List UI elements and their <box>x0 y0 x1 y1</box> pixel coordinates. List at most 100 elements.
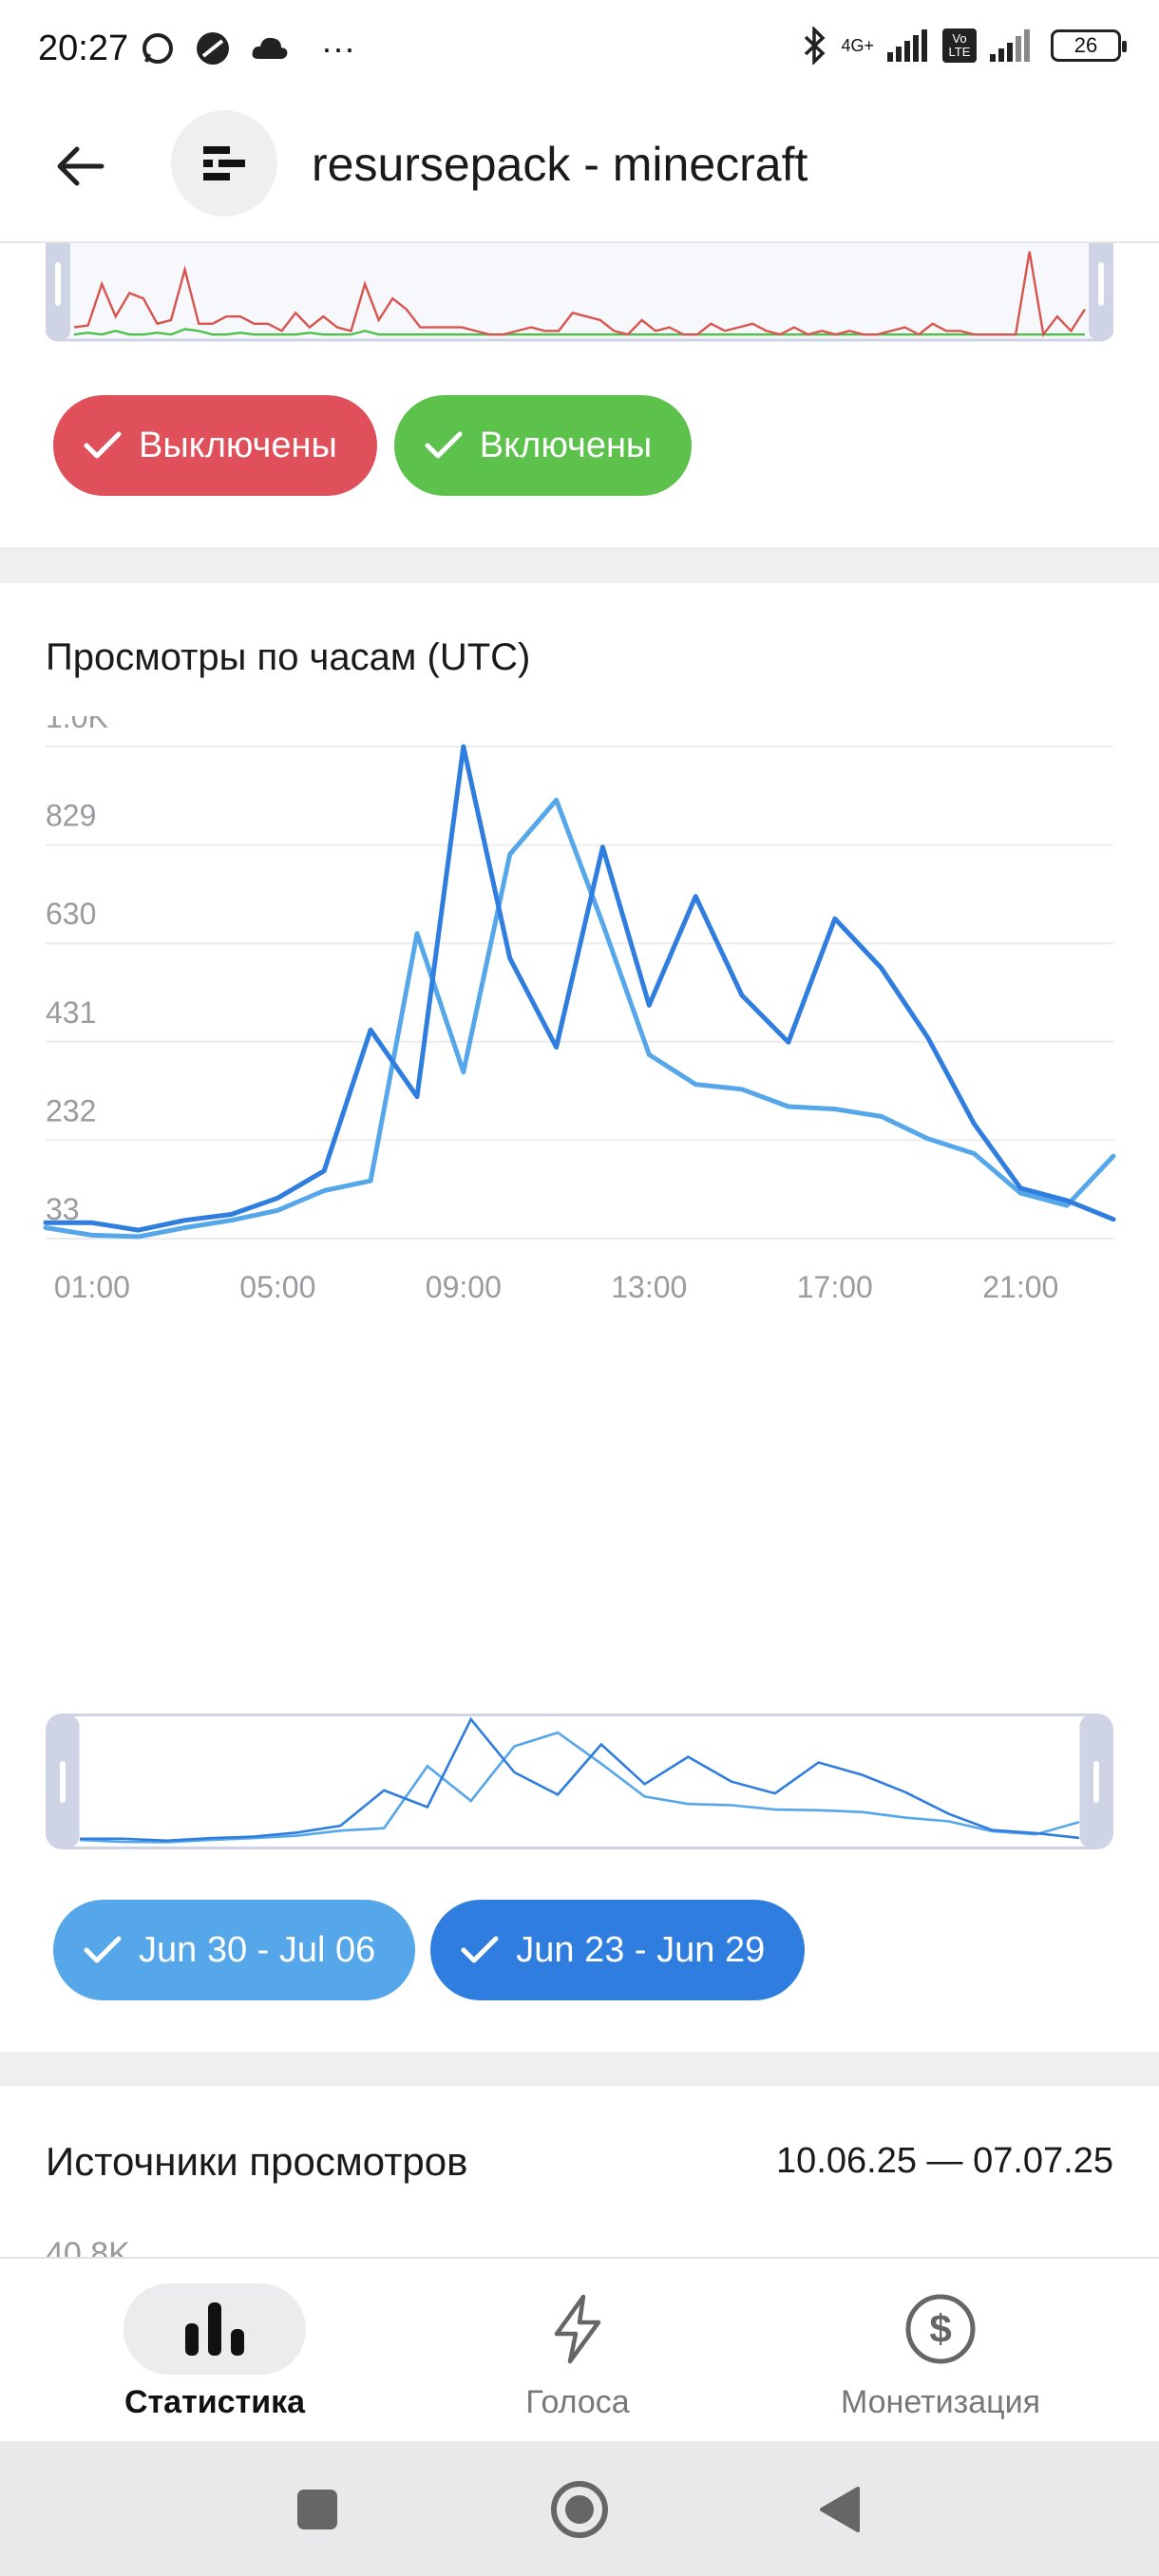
data-point <box>44 1226 48 1230</box>
check-icon <box>425 431 463 459</box>
y-tick-label: 829 <box>46 799 96 833</box>
data-point <box>833 1108 837 1111</box>
chip-label: Включены <box>479 425 653 465</box>
hourly-views-card: Просмотры по часам (UTC) 33 232 431 630 829 1… <box>0 583 1159 2052</box>
data-point <box>694 895 697 899</box>
navigator-chart[interactable] <box>46 1714 1113 1854</box>
sources-card: Источники просмотров 10.06.25 — 07.07.25… <box>0 2086 1159 2257</box>
data-point <box>647 1003 651 1007</box>
check-icon <box>84 1936 122 1963</box>
x-tick-label: 09:00 <box>426 1270 502 1304</box>
nav-label: Голоса <box>525 2384 630 2420</box>
pack-avatar[interactable] <box>171 110 277 217</box>
dollar-icon: $ <box>905 2294 976 2364</box>
data-point <box>740 1088 744 1091</box>
x-tick-label: 17:00 <box>797 1270 873 1304</box>
square-icon <box>297 2490 337 2529</box>
y-tick-label: 431 <box>46 995 96 1030</box>
vpn-icon <box>197 32 229 65</box>
chip-enabled[interactable]: Включены <box>393 395 693 496</box>
chip-week-jun23-jun29[interactable]: Jun 23 - Jun 29 <box>430 1900 806 2000</box>
y-tick-label: 232 <box>46 1093 96 1127</box>
y-tick-label: 630 <box>46 897 96 931</box>
page-title: resursepack - minecraft <box>312 138 808 191</box>
data-point <box>137 1235 141 1239</box>
axis-label-partial: 40.8K <box>46 2236 130 2257</box>
signal-icon <box>990 29 1030 62</box>
nav-item-votes[interactable]: Голоса <box>426 2259 730 2443</box>
data-point <box>787 1105 790 1108</box>
data-point <box>926 1137 930 1141</box>
data-point <box>880 1114 884 1118</box>
pack-logo-icon <box>203 146 245 180</box>
data-point <box>137 1228 141 1232</box>
chip-week-jun30-jul06[interactable]: Jun 30 - Jul 06 <box>53 1900 416 2000</box>
back-system-button[interactable] <box>809 2479 870 2540</box>
nav-label: Статистика <box>124 2384 306 2420</box>
data-point <box>415 1095 419 1099</box>
recents-button[interactable] <box>287 2479 348 2540</box>
navigator-series-0 <box>79 1731 1080 1844</box>
date-range[interactable]: 10.06.25 — 07.07.25 <box>776 2141 1113 2181</box>
svg-text:$: $ <box>929 2306 951 2351</box>
battery-icon: 26 <box>1051 29 1127 62</box>
bottom-navigation: Статистика Голоса $ Монетизация <box>0 2257 1159 2441</box>
check-icon <box>84 431 122 459</box>
data-point <box>972 1151 976 1155</box>
data-point <box>600 921 604 925</box>
series-line-1 <box>43 744 1116 1233</box>
data-point <box>833 917 837 920</box>
chip-disabled[interactable]: Выключены <box>53 395 377 496</box>
data-point <box>229 1219 233 1222</box>
data-point <box>90 1233 94 1237</box>
data-point <box>1112 1218 1115 1222</box>
x-tick-label: 13:00 <box>611 1270 687 1304</box>
data-point <box>276 1196 279 1200</box>
check-icon <box>461 1936 499 1963</box>
data-point <box>740 994 744 997</box>
x-tick-label: 05:00 <box>239 1270 315 1304</box>
data-point <box>787 1040 790 1044</box>
x-tick-label: 21:00 <box>982 1270 1058 1304</box>
back-button[interactable] <box>46 133 112 199</box>
data-point <box>647 1052 651 1056</box>
nav-item-monetization[interactable]: $ Монетизация <box>788 2259 1092 2443</box>
data-point <box>1065 1203 1069 1207</box>
data-point <box>369 1179 372 1183</box>
volte-badge: Vo LTE <box>942 28 977 63</box>
data-point <box>880 966 884 970</box>
data-point <box>694 1083 697 1087</box>
navigator-mini-chart[interactable] <box>46 243 1113 346</box>
signal-icon <box>887 29 927 62</box>
data-point <box>322 1189 326 1193</box>
lightning-icon <box>554 2294 601 2364</box>
card-title: Просмотры по часам (UTC) <box>46 636 531 678</box>
app-header: resursepack - minecraft <box>0 99 1159 243</box>
data-point <box>1112 1154 1115 1158</box>
bar-chart-icon <box>185 2302 244 2356</box>
data-point <box>276 1208 279 1212</box>
data-point <box>555 798 559 802</box>
cloud-icon <box>252 37 288 59</box>
data-point <box>508 957 512 960</box>
mini-series-red <box>73 251 1087 338</box>
data-point <box>183 1226 187 1230</box>
arrow-left-icon <box>57 146 104 186</box>
more-indicator: ··· <box>321 28 355 67</box>
data-point <box>1065 1199 1069 1203</box>
home-circle-icon <box>551 2481 608 2538</box>
status-bar: 20:27 ··· 4G+ Vo LTE 26 <box>0 0 1159 99</box>
data-point <box>90 1221 94 1224</box>
status-time: 20:27 <box>38 28 129 68</box>
toggle-states-card: Выключены Включены <box>0 243 1159 547</box>
data-point <box>508 852 512 856</box>
data-point <box>44 1221 48 1224</box>
series-line-0 <box>43 797 1116 1240</box>
data-point <box>972 1122 976 1126</box>
system-navigation-bar <box>0 2441 1159 2576</box>
home-button[interactable] <box>549 2479 610 2540</box>
data-point <box>1018 1186 1022 1190</box>
triangle-back-icon <box>820 2487 860 2532</box>
nav-item-statistics[interactable]: Статистика <box>63 2259 367 2443</box>
